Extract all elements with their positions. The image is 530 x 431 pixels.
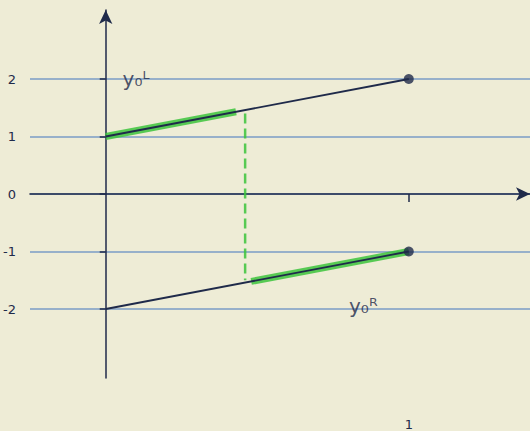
svg-text:2: 2 <box>8 72 16 87</box>
svg-text:y₀ᴸ: y₀ᴸ <box>123 67 150 91</box>
svg-text:-2: -2 <box>3 302 16 317</box>
svg-text:1: 1 <box>8 129 16 144</box>
svg-text:0: 0 <box>8 187 16 202</box>
svg-text:1: 1 <box>405 417 413 431</box>
svg-text:y₀ᴿ: y₀ᴿ <box>349 294 378 318</box>
svg-text:-1: -1 <box>3 244 16 259</box>
